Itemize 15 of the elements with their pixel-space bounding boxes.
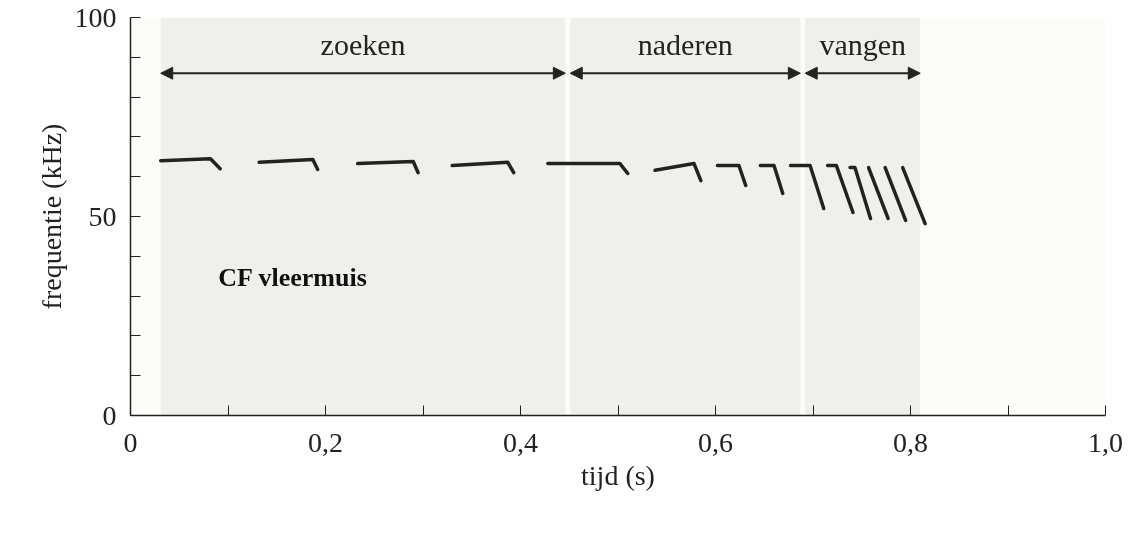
y-axis-title: frequentie (kHz)	[35, 123, 67, 310]
y-tick-label: 0	[102, 399, 117, 431]
x-tick-label: 0	[123, 426, 138, 458]
y-tick-label: 100	[74, 1, 117, 33]
y-tick-label: 50	[88, 200, 117, 232]
annotation: CF vleermuis	[218, 263, 367, 293]
x-tick-label: 0,2	[308, 426, 343, 458]
x-tick-label: 0,4	[503, 426, 538, 458]
band-label: naderen	[637, 28, 733, 62]
band-label: vangen	[819, 28, 907, 62]
x-tick-label: 1,0	[1088, 426, 1123, 458]
x-axis-title: tijd (s)	[581, 459, 655, 491]
x-tick-label: 0,6	[698, 426, 733, 458]
x-tick-label: 0,8	[893, 426, 928, 458]
band-label: zoeken	[320, 28, 406, 62]
